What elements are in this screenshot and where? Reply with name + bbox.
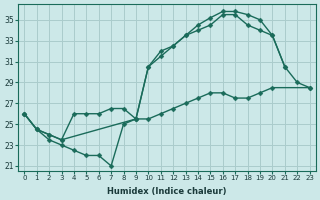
- X-axis label: Humidex (Indice chaleur): Humidex (Indice chaleur): [107, 187, 227, 196]
